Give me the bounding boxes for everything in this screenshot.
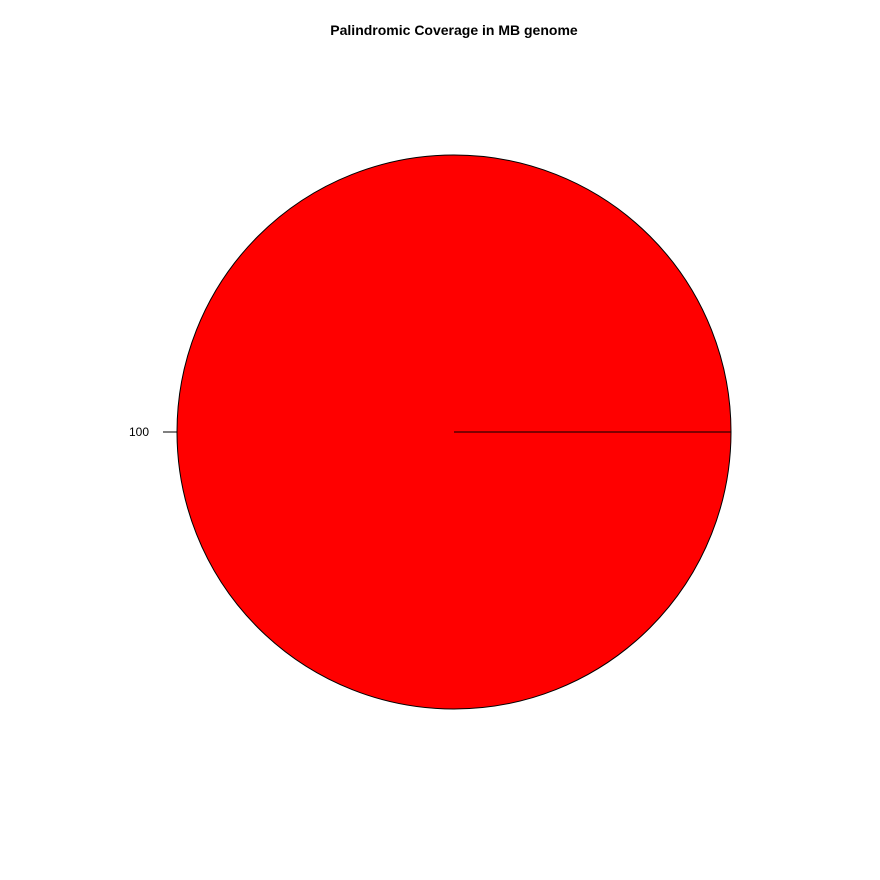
pie-slice-label: 100 (129, 425, 149, 439)
pie-slices (176, 154, 732, 710)
chart-title: Palindromic Coverage in MB genome (330, 22, 578, 38)
pie-labels: 100 (129, 425, 177, 439)
